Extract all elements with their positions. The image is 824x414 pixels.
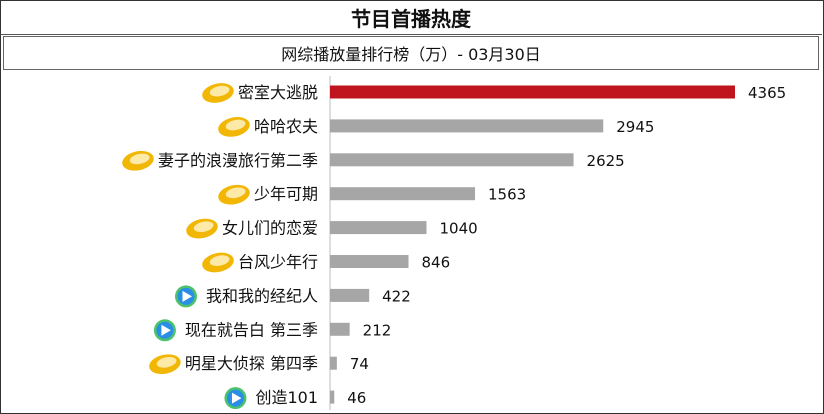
data-label: 1563 xyxy=(488,186,526,204)
mango-icon xyxy=(122,150,154,171)
mango-icon xyxy=(202,83,234,103)
category-label: 现在就告白 第三季 xyxy=(185,320,318,339)
bar xyxy=(330,255,409,268)
tencent-video-icon xyxy=(224,387,247,410)
mango-icon xyxy=(186,218,218,239)
video-icon-play xyxy=(231,392,242,404)
chart-subtitle: 网综播放量排行榜（万）- 03月30日 xyxy=(3,36,819,70)
data-label: 846 xyxy=(421,254,450,272)
bar xyxy=(330,390,335,404)
data-label: 74 xyxy=(350,355,369,373)
category-label: 我和我的经纪人 xyxy=(206,286,318,305)
mango-icon xyxy=(218,184,250,205)
data-label: 422 xyxy=(382,287,411,305)
mango-icon-inner xyxy=(225,187,246,199)
data-label: 46 xyxy=(347,389,366,407)
bar xyxy=(330,119,604,133)
bar xyxy=(330,85,735,99)
bar-chart: 密室大逃脱 4365 哈哈农夫 2945 妻子的浪漫旅行第二季 2625 少年可期 1563 女… xyxy=(122,76,786,410)
category-label: 哈哈农夫 xyxy=(254,117,318,136)
bar xyxy=(330,221,427,235)
category-label: 创造101 xyxy=(255,388,318,407)
category-label: 台风少年行 xyxy=(238,253,318,272)
mango-icon-inner xyxy=(225,119,246,131)
bar xyxy=(330,153,574,167)
category-label: 少年可期 xyxy=(254,185,318,204)
bar xyxy=(330,288,370,302)
mango-icon xyxy=(202,252,234,273)
data-label: 212 xyxy=(363,321,392,339)
video-icon-play xyxy=(182,290,192,302)
mango-icon-inner xyxy=(193,221,214,233)
tencent-video-icon xyxy=(153,319,176,342)
data-label: 1040 xyxy=(439,220,477,238)
page-title: 节目首播热度 xyxy=(0,0,822,35)
category-label: 女儿们的恋爱 xyxy=(222,219,318,238)
category-label: 密室大逃脱 xyxy=(238,83,318,102)
mango-icon-inner xyxy=(156,357,177,368)
category-label: 明星大侦探 第四季 xyxy=(185,354,318,373)
mango-icon xyxy=(218,117,250,137)
mango-icon-inner xyxy=(209,255,230,266)
data-label: 2625 xyxy=(587,152,625,170)
mango-icon-inner xyxy=(209,85,230,97)
data-label: 2945 xyxy=(616,118,654,136)
plot-area: 密室大逃脱 4365 哈哈农夫 2945 妻子的浪漫旅行第二季 2625 少年可期 1563 女… xyxy=(3,72,819,410)
category-label: 妻子的浪漫旅行第二季 xyxy=(158,151,318,170)
data-label: 4365 xyxy=(748,84,786,102)
bar xyxy=(330,322,350,336)
mango-icon xyxy=(149,354,181,375)
bar xyxy=(330,187,476,201)
bar xyxy=(330,356,337,370)
tencent-video-icon xyxy=(174,285,197,308)
mango-icon-inner xyxy=(129,153,150,165)
video-icon-play xyxy=(161,324,171,336)
